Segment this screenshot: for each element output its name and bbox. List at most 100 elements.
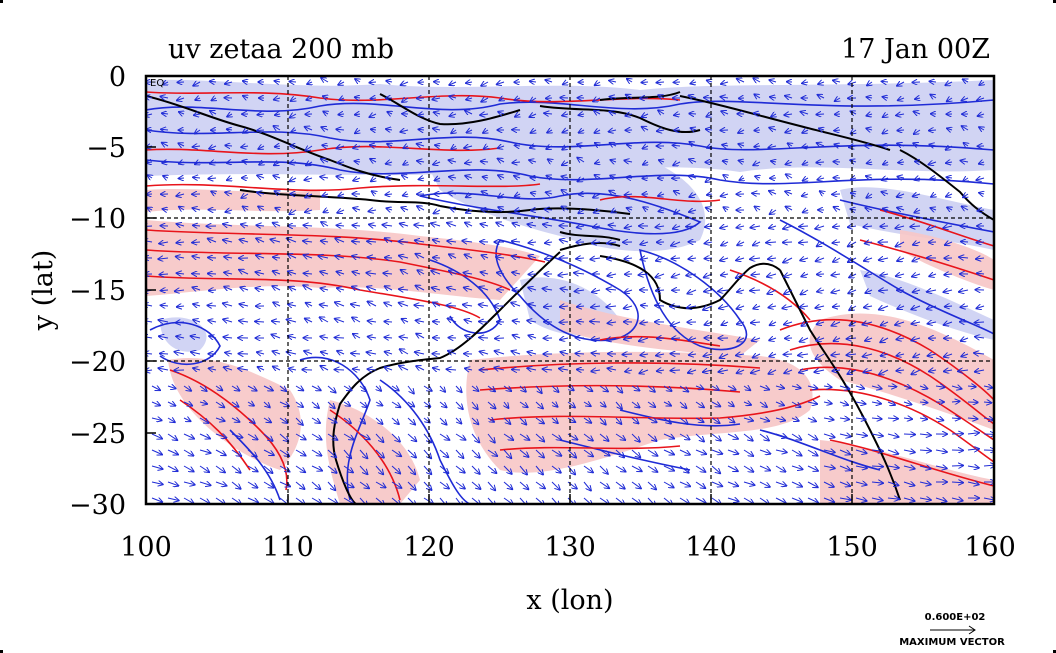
wind-vector [759, 401, 767, 407]
wind-vector [847, 338, 857, 339]
wind-vector [519, 401, 528, 407]
wind-vector [210, 111, 217, 114]
wind-vector [647, 385, 655, 392]
wind-vector [863, 322, 873, 325]
wind-vector [231, 386, 239, 391]
map-date: 17 Jan 00Z [841, 34, 990, 65]
wind-vector [977, 306, 985, 308]
wind-vector [414, 225, 425, 226]
wind-vector [403, 162, 408, 165]
wind-vector [321, 288, 329, 290]
wind-vector [304, 225, 313, 226]
wind-vector [179, 112, 184, 114]
wind-vector [769, 354, 777, 357]
wind-vector [255, 321, 265, 322]
wind-vector [799, 226, 809, 227]
wind-vector [327, 417, 337, 423]
wind-vector [719, 306, 729, 308]
wind-vector [322, 145, 329, 146]
wind-vector [375, 402, 382, 406]
wind-vector [498, 175, 505, 178]
wind-vector [450, 114, 457, 116]
wind-vector [544, 113, 553, 114]
wind-vector [897, 208, 905, 210]
wind-vector [535, 417, 544, 423]
wind-vector [816, 353, 825, 359]
wind-vector [785, 96, 793, 98]
wind-vector [199, 402, 207, 404]
wind-vector [882, 178, 889, 180]
wind-vector [481, 272, 489, 274]
wind-vector [737, 290, 745, 292]
wind-vector [927, 226, 937, 230]
wind-vector [259, 162, 264, 165]
wind-vector [866, 176, 873, 178]
wind-vector [290, 114, 297, 118]
wind-vector [595, 130, 601, 133]
wind-vector [535, 385, 542, 393]
wind-vector [448, 319, 457, 323]
wind-vector [335, 319, 345, 322]
wind-vector [227, 178, 232, 180]
wind-vector [162, 113, 169, 114]
wind-vector [273, 367, 281, 371]
wind-vector [671, 242, 681, 246]
wind-vector [945, 242, 953, 245]
wind-vector [512, 351, 521, 354]
wind-vector [563, 130, 569, 133]
wind-vector [672, 274, 681, 277]
wind-vector [911, 306, 921, 309]
wind-vector [504, 401, 508, 408]
wind-vector [368, 337, 377, 338]
wind-vector [897, 143, 905, 146]
wind-vector [386, 129, 393, 130]
wind-vector [607, 289, 617, 290]
wind-vector [815, 306, 825, 308]
wind-vector [770, 210, 777, 214]
wind-vector [563, 82, 568, 84]
wind-vector [769, 80, 777, 82]
wind-vector [498, 146, 505, 148]
wind-vector [515, 145, 521, 146]
wind-vector [977, 273, 985, 274]
wind-vector [897, 338, 905, 339]
wind-vector [323, 112, 328, 115]
wind-vector [724, 207, 729, 210]
wind-vector [543, 369, 553, 370]
wind-vector [551, 402, 558, 407]
wind-vector [495, 338, 505, 339]
wind-vector [887, 402, 895, 405]
wind-vector [212, 98, 216, 100]
wind-vector [289, 287, 297, 290]
wind-vector [320, 177, 329, 178]
wind-vector [627, 79, 632, 82]
wind-vector [914, 112, 921, 115]
wind-vector [385, 367, 393, 370]
wind-vector [273, 271, 281, 274]
wind-vector [833, 242, 841, 243]
wind-vector [227, 114, 232, 117]
corner-label-eq: EQ [150, 78, 164, 89]
wind-vector [753, 242, 761, 245]
wind-vector [224, 287, 233, 290]
wind-vector [483, 130, 488, 133]
max-vector-value: 0.600E+02 [925, 612, 986, 623]
wind-vector [867, 114, 873, 116]
wind-vector [287, 320, 297, 323]
wind-vector [610, 143, 617, 146]
wind-vector [689, 210, 697, 212]
wind-vector [867, 162, 872, 163]
wind-vector [594, 210, 601, 213]
wind-vector [720, 354, 729, 358]
wind-vector [562, 190, 569, 194]
wind-vector [176, 257, 185, 259]
wind-vector [498, 194, 505, 198]
wind-vector [351, 304, 361, 306]
wind-vector [288, 304, 297, 306]
wind-vector [769, 128, 777, 130]
wind-vector [224, 272, 233, 274]
wind-vector [160, 354, 169, 355]
wind-vector [801, 112, 809, 114]
wind-vector [883, 97, 888, 98]
wind-vector [241, 224, 249, 226]
